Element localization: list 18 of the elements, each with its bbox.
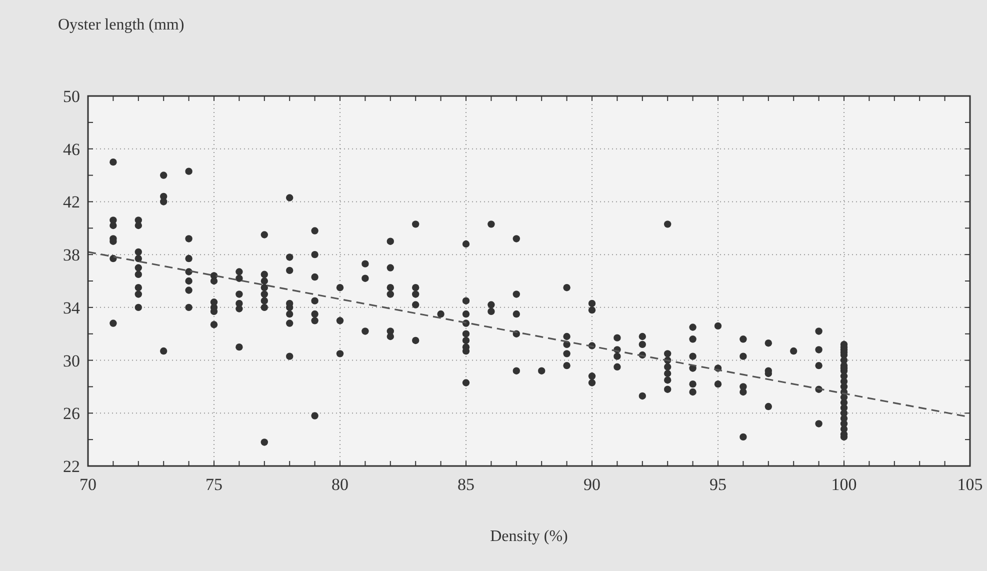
- x-tick-label: 80: [332, 475, 348, 494]
- y-tick-label: 22: [63, 457, 80, 476]
- x-tick-label: 90: [584, 475, 600, 494]
- x-tick-label: 70: [80, 475, 96, 494]
- y-axis-title: Oyster length (mm): [58, 16, 184, 34]
- x-tick-label: 95: [710, 475, 726, 494]
- y-tick-label: 26: [63, 404, 80, 424]
- x-tick-label: 100: [831, 475, 857, 494]
- x-tick-label: 105: [957, 475, 983, 494]
- y-tick-label: 38: [63, 246, 80, 265]
- y-tick-label: 42: [63, 192, 80, 212]
- x-axis-title: Density (%): [490, 528, 568, 545]
- y-tick-label: 46: [63, 140, 80, 159]
- y-tick-label: 30: [63, 351, 80, 370]
- y-tick-label: 50: [63, 87, 80, 106]
- x-tick-label: 85: [458, 475, 474, 494]
- y-tick-label: 34: [63, 298, 80, 318]
- x-tick-label: 75: [206, 475, 222, 494]
